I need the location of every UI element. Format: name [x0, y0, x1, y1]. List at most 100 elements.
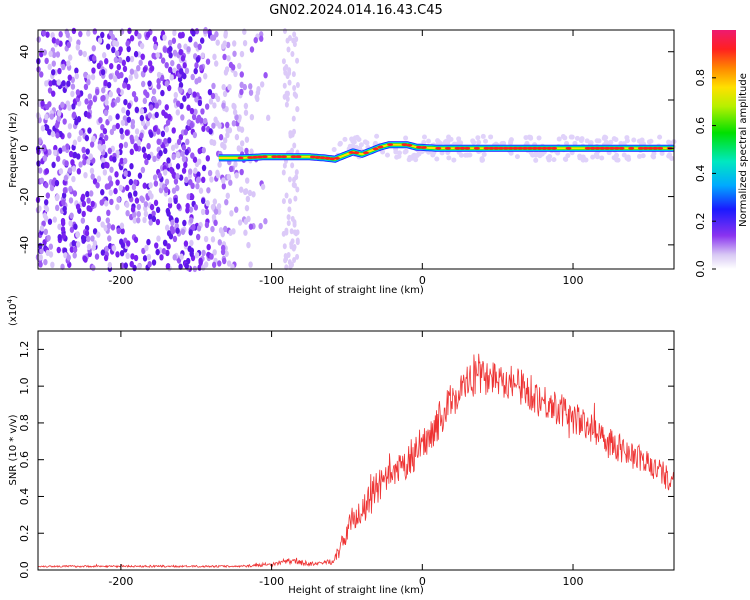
spectrogram-noise-cell	[103, 224, 108, 232]
spectrogram-halo-cell	[624, 135, 630, 141]
spectrogram-noise-cell	[142, 66, 148, 73]
snr-y-tick-label: 1.2	[18, 341, 31, 359]
spectrogram-noise-cell	[225, 131, 230, 139]
spectrogram-noise-cell	[155, 218, 161, 226]
spectrogram-noise-cell	[170, 59, 175, 67]
spectrogram-noise-cell	[288, 132, 293, 139]
spectrogram-noise-cell	[133, 190, 138, 197]
spectrogram-noise-cell	[71, 175, 76, 183]
spectrogram-noise-cell	[104, 58, 109, 65]
snr-x-tick-label: 100	[563, 575, 584, 588]
spectrogram-noise-cell	[242, 28, 247, 35]
spectrogram-noise-cell	[146, 142, 151, 150]
spectrogram-halo-cell	[666, 153, 672, 159]
spectrogram-noise-cell	[137, 32, 142, 40]
spectrogram-ridge-peak	[488, 146, 495, 150]
spectrogram-halo-cell	[426, 138, 432, 144]
spectrogram-noise-cell	[213, 208, 219, 215]
spectrogram-noise-cell	[194, 62, 199, 69]
spectrogram-noise-cell	[128, 178, 134, 186]
spectrogram-noise-cell	[192, 91, 197, 98]
spectrogram-noise-cell	[142, 152, 148, 159]
spectrogram-noise-cell	[126, 83, 131, 91]
spectrogram-noise-cell	[180, 114, 185, 121]
spectrogram-noise-cell	[120, 228, 125, 235]
spectrogram-noise-cell	[70, 90, 75, 98]
spectrogram-ridge-peak	[604, 146, 611, 150]
spectrogram-noise-cell	[132, 264, 137, 272]
spectrogram-noise-cell	[201, 249, 206, 257]
spectrogram-noise-cell	[178, 68, 184, 75]
spectrogram-noise-cell	[42, 212, 48, 219]
snr-y-label: SNR (10 * v/v)	[8, 414, 19, 485]
spectrogram-noise-cell	[129, 134, 134, 142]
spectrogram-noise-cell	[165, 249, 170, 257]
colorbar: 0.0 0.2 0.4 0.6 0.8 Normalized spectral ampl…	[694, 30, 749, 278]
spectrogram-noise-cell	[147, 260, 152, 268]
spectrogram-noise-cell	[284, 101, 289, 108]
spectrogram-noise-cell	[114, 40, 120, 47]
spectrogram-noise-cell	[239, 81, 244, 89]
spectrogram-noise-cell	[248, 261, 253, 268]
spectrogram-noise-cell	[148, 182, 153, 189]
spectrogram-noise-cell	[239, 126, 245, 133]
spectrogram-noise-cell	[226, 55, 231, 62]
spectrogram-ridge-peak	[353, 151, 360, 155]
spectrogram-noise-cell	[221, 183, 226, 190]
spectrogram-halo-cell	[580, 154, 586, 160]
spectrogram-ridge-peak	[584, 146, 591, 150]
spectrogram-noise-cell	[85, 190, 90, 198]
spectrogram-noise-cell	[285, 37, 290, 44]
spectrogram-noise-cell	[193, 167, 198, 174]
spectrogram-noise-cell	[77, 135, 82, 143]
spectrogram-halo-cell	[411, 152, 417, 158]
spectrogram-noise-cell	[137, 263, 142, 270]
spectrogram-noise-cell	[42, 49, 47, 56]
chart-title: GN02.2024.014.16.43.C45	[269, 3, 443, 18]
spectrogram-noise-cell	[263, 218, 268, 225]
spectrogram-noise-cell	[164, 178, 170, 186]
spectrogram-noise-cell	[209, 34, 215, 41]
spectrogram-noise-cell	[96, 62, 102, 70]
spectrogram-ridge-peak	[507, 146, 514, 150]
spectrogram-halo-cell	[421, 134, 427, 140]
spectrogram-noise-cell	[179, 253, 184, 260]
spectrogram-noise-cell	[162, 46, 168, 53]
spectrogram-noise-cell	[129, 35, 135, 42]
spectrogram-noise-cell	[55, 155, 61, 162]
spectrogram-noise-cell	[295, 237, 300, 244]
spectrogram-ridge-peak	[256, 155, 263, 159]
spectrogram-noise-cell	[89, 167, 95, 175]
spectrogram-noise-cell	[188, 179, 193, 186]
spectrogram-noise-cell	[259, 81, 265, 88]
spectrogram-noise-cell	[62, 205, 67, 213]
spectrogram-noise-cell	[166, 84, 172, 92]
spectrogram-noise-cell	[60, 101, 65, 109]
spectrogram-noise-cell	[72, 246, 78, 253]
spectrogram-noise-cell	[216, 208, 222, 215]
spectrogram-noise-cell	[178, 87, 183, 94]
spectrogram-noise-cell	[208, 98, 214, 105]
spectrogram-noise-cell	[45, 192, 51, 199]
spectrogram-noise-cell	[109, 62, 114, 70]
spectrogram-ridge-peak	[657, 146, 664, 150]
spectrogram-ridge-peak	[551, 146, 558, 150]
spectrogram-noise-cell	[286, 214, 291, 221]
spectrogram-noise-cell	[244, 136, 250, 143]
spectrogram-noise-cell	[55, 38, 60, 45]
spectrogram-noise-cell	[211, 261, 217, 269]
spectrogram-noise-cell	[248, 83, 253, 90]
spectrogram-noise-cell	[291, 71, 296, 78]
spectrogram-noise-cell	[178, 48, 183, 56]
spectrogram-noise-cell	[112, 156, 117, 163]
spectrogram-noise-cell	[217, 260, 222, 267]
spectrogram-noise-cell	[51, 90, 56, 97]
spectrogram-noise-cell	[108, 73, 113, 80]
spectrogram-noise-cell	[284, 90, 289, 97]
colorbar-tick-label: 0.6	[694, 117, 707, 135]
spectrogram-halo-cell	[574, 135, 580, 141]
spectrogram-noise-cell	[86, 205, 91, 212]
spectrogram-noise-cell	[86, 30, 91, 37]
spectrogram-noise-cell	[248, 89, 254, 96]
spectrogram-noise-cell	[221, 177, 226, 184]
